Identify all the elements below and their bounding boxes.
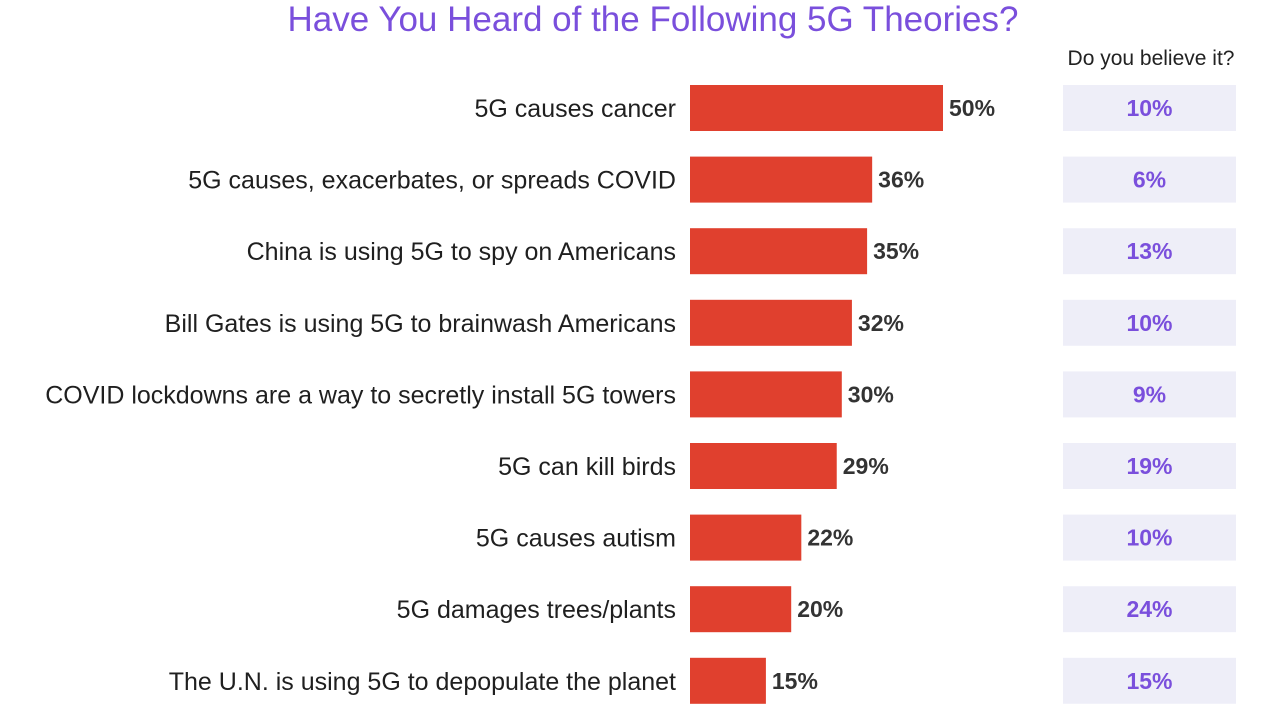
category-label: 5G causes autism bbox=[476, 525, 676, 553]
believe-column-header: Do you believe it? bbox=[1068, 47, 1235, 70]
category-label: 5G causes, exacerbates, or spreads COVID bbox=[188, 167, 676, 195]
believe-value-label: 19% bbox=[1126, 453, 1172, 479]
believe-box bbox=[1063, 156, 1236, 203]
bar bbox=[690, 299, 852, 346]
bar-value-label: 36% bbox=[878, 167, 924, 193]
believe-value-label: 9% bbox=[1133, 381, 1166, 407]
believe-box bbox=[1063, 371, 1236, 418]
category-label: 5G causes cancer bbox=[475, 95, 677, 123]
bar-value-label: 15% bbox=[772, 668, 818, 694]
believe-box bbox=[1063, 228, 1236, 275]
believe-box bbox=[1063, 85, 1236, 131]
believe-value-label: 13% bbox=[1126, 238, 1172, 264]
bar-value-label: 29% bbox=[843, 453, 889, 479]
believe-value-label: 15% bbox=[1126, 668, 1172, 694]
bar bbox=[690, 443, 837, 489]
bar-value-label: 30% bbox=[848, 381, 894, 407]
bar-value-label: 35% bbox=[873, 238, 919, 264]
believe-value-label: 10% bbox=[1126, 310, 1172, 336]
believe-box bbox=[1063, 657, 1236, 704]
chart-title: Have You Heard of the Following 5G Theor… bbox=[288, 0, 1019, 39]
category-label: 5G damages trees/plants bbox=[397, 596, 676, 624]
category-label: China is using 5G to spy on Americans bbox=[247, 238, 676, 266]
believe-box bbox=[1063, 514, 1236, 561]
category-label: Bill Gates is using 5G to brainwash Amer… bbox=[165, 310, 676, 338]
bar bbox=[690, 228, 868, 275]
bar-value-label: 50% bbox=[949, 95, 995, 121]
bar bbox=[690, 156, 873, 203]
bar bbox=[690, 371, 842, 418]
chart-rows: 5G causes cancer 50% 10% 5G causes, exacerb… bbox=[45, 85, 1236, 704]
believe-box bbox=[1063, 443, 1236, 489]
believe-value-label: 10% bbox=[1126, 525, 1172, 551]
believe-value-label: 10% bbox=[1126, 95, 1172, 121]
category-label: COVID lockdowns are a way to secretly in… bbox=[45, 381, 676, 409]
category-label: 5G can kill birds bbox=[498, 453, 676, 481]
bar-value-label: 32% bbox=[858, 310, 904, 336]
category-label: The U.N. is using 5G to depopulate the p… bbox=[169, 668, 676, 696]
believe-box bbox=[1063, 586, 1236, 633]
believe-value-label: 6% bbox=[1133, 167, 1166, 193]
bar-value-label: 22% bbox=[807, 525, 853, 551]
bar bbox=[690, 85, 943, 131]
bar bbox=[690, 514, 802, 561]
believe-box bbox=[1063, 299, 1236, 346]
believe-value-label: 24% bbox=[1126, 596, 1172, 622]
bar-value-label: 20% bbox=[797, 596, 843, 622]
bar bbox=[690, 657, 766, 704]
bar bbox=[690, 586, 792, 633]
